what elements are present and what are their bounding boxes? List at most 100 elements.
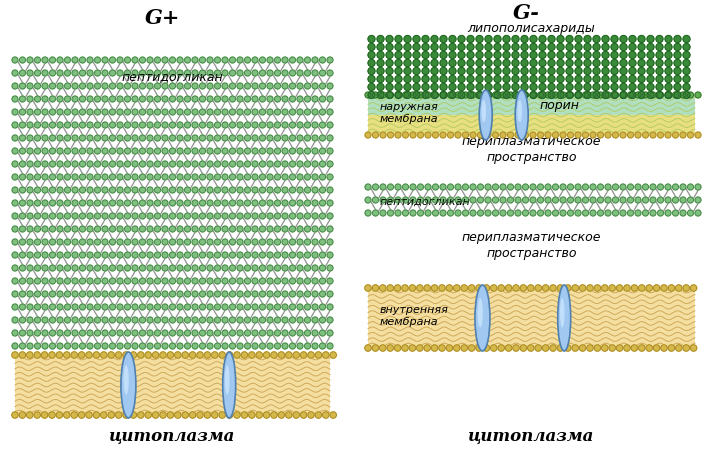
Circle shape bbox=[505, 285, 512, 291]
Circle shape bbox=[147, 70, 153, 76]
Circle shape bbox=[214, 226, 221, 232]
Circle shape bbox=[557, 285, 564, 291]
Circle shape bbox=[695, 92, 701, 98]
Circle shape bbox=[155, 96, 160, 102]
Circle shape bbox=[404, 60, 411, 67]
Circle shape bbox=[440, 68, 447, 75]
Circle shape bbox=[612, 197, 619, 203]
Circle shape bbox=[132, 304, 138, 310]
Circle shape bbox=[458, 68, 465, 75]
Circle shape bbox=[259, 265, 266, 271]
Circle shape bbox=[422, 92, 429, 99]
Circle shape bbox=[327, 57, 333, 63]
Circle shape bbox=[65, 265, 70, 271]
Circle shape bbox=[132, 135, 138, 141]
Circle shape bbox=[229, 317, 236, 323]
Circle shape bbox=[110, 304, 115, 310]
Circle shape bbox=[252, 343, 258, 349]
Circle shape bbox=[274, 252, 280, 258]
Circle shape bbox=[629, 92, 636, 99]
Circle shape bbox=[12, 96, 18, 102]
Circle shape bbox=[72, 70, 78, 76]
Circle shape bbox=[539, 92, 546, 99]
Circle shape bbox=[147, 265, 153, 271]
Circle shape bbox=[192, 57, 198, 63]
Circle shape bbox=[169, 239, 176, 245]
Circle shape bbox=[327, 174, 333, 180]
Circle shape bbox=[695, 197, 701, 203]
Circle shape bbox=[290, 213, 295, 219]
Circle shape bbox=[124, 252, 131, 258]
Circle shape bbox=[297, 135, 303, 141]
Circle shape bbox=[259, 343, 266, 349]
Circle shape bbox=[290, 226, 295, 232]
Circle shape bbox=[57, 96, 63, 102]
Ellipse shape bbox=[475, 285, 490, 351]
Circle shape bbox=[594, 285, 600, 291]
Circle shape bbox=[12, 317, 18, 323]
Circle shape bbox=[57, 239, 63, 245]
Circle shape bbox=[49, 265, 56, 271]
Circle shape bbox=[521, 75, 528, 82]
Circle shape bbox=[424, 285, 430, 291]
Circle shape bbox=[282, 343, 288, 349]
Circle shape bbox=[27, 148, 33, 154]
Circle shape bbox=[494, 51, 501, 58]
Circle shape bbox=[446, 285, 453, 291]
Circle shape bbox=[124, 278, 131, 284]
Circle shape bbox=[267, 148, 273, 154]
Circle shape bbox=[583, 184, 588, 190]
Circle shape bbox=[377, 60, 384, 67]
Circle shape bbox=[304, 239, 311, 245]
Circle shape bbox=[79, 122, 86, 128]
Circle shape bbox=[245, 317, 250, 323]
Circle shape bbox=[94, 57, 101, 63]
Circle shape bbox=[413, 92, 420, 99]
Circle shape bbox=[27, 96, 33, 102]
Circle shape bbox=[365, 345, 371, 351]
Circle shape bbox=[483, 285, 489, 291]
Circle shape bbox=[252, 239, 258, 245]
Circle shape bbox=[229, 213, 236, 219]
Circle shape bbox=[432, 285, 438, 291]
Circle shape bbox=[432, 184, 439, 190]
Circle shape bbox=[476, 92, 483, 99]
Circle shape bbox=[94, 343, 101, 349]
Circle shape bbox=[638, 36, 645, 43]
Circle shape bbox=[72, 226, 78, 232]
Circle shape bbox=[611, 92, 618, 99]
Circle shape bbox=[587, 345, 593, 351]
Circle shape bbox=[545, 132, 551, 138]
Circle shape bbox=[229, 239, 236, 245]
Circle shape bbox=[259, 70, 266, 76]
Circle shape bbox=[87, 317, 93, 323]
Circle shape bbox=[207, 213, 213, 219]
Circle shape bbox=[373, 210, 378, 216]
Circle shape bbox=[110, 148, 115, 154]
Circle shape bbox=[467, 44, 474, 50]
Circle shape bbox=[467, 68, 474, 75]
Circle shape bbox=[395, 60, 402, 67]
Circle shape bbox=[312, 278, 318, 284]
Circle shape bbox=[132, 213, 138, 219]
Circle shape bbox=[300, 352, 307, 358]
Circle shape bbox=[259, 226, 266, 232]
Circle shape bbox=[192, 330, 198, 336]
Circle shape bbox=[169, 135, 176, 141]
Circle shape bbox=[20, 239, 25, 245]
Circle shape bbox=[274, 226, 280, 232]
Circle shape bbox=[590, 210, 596, 216]
Circle shape bbox=[598, 92, 603, 98]
Circle shape bbox=[65, 330, 70, 336]
Circle shape bbox=[132, 148, 138, 154]
Circle shape bbox=[102, 330, 108, 336]
Bar bbox=[15, 58, 330, 355]
Circle shape bbox=[222, 304, 228, 310]
Circle shape bbox=[200, 83, 205, 89]
Circle shape bbox=[327, 161, 333, 167]
Circle shape bbox=[65, 161, 70, 167]
Circle shape bbox=[583, 132, 588, 138]
Circle shape bbox=[665, 197, 671, 203]
Circle shape bbox=[132, 161, 138, 167]
Circle shape bbox=[12, 226, 18, 232]
